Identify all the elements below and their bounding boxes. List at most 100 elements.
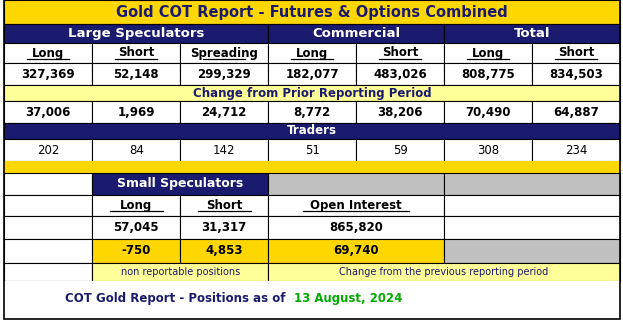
- Bar: [4, 123, 620, 139]
- Text: 37,006: 37,006: [26, 106, 71, 118]
- Bar: [444, 139, 532, 161]
- Bar: [268, 239, 444, 263]
- Bar: [268, 139, 356, 161]
- Text: COT Gold Report - Positions as of: COT Gold Report - Positions as of: [65, 291, 294, 305]
- Bar: [4, 239, 92, 263]
- Bar: [92, 173, 268, 195]
- Text: Large Speculators: Large Speculators: [68, 27, 204, 40]
- Text: Open Interest: Open Interest: [310, 199, 402, 212]
- Bar: [268, 173, 444, 195]
- Bar: [180, 216, 268, 239]
- Bar: [4, 101, 92, 123]
- Text: 308: 308: [477, 143, 499, 157]
- Text: 70,490: 70,490: [465, 106, 511, 118]
- Bar: [4, 173, 92, 195]
- Text: 8,772: 8,772: [293, 106, 331, 118]
- Bar: [180, 239, 268, 263]
- Text: Short: Short: [206, 199, 242, 212]
- Text: 234: 234: [565, 143, 587, 157]
- Text: 59: 59: [392, 143, 407, 157]
- Bar: [356, 139, 444, 161]
- Text: Small Speculators: Small Speculators: [117, 178, 244, 190]
- Bar: [4, 63, 92, 85]
- Text: -750: -750: [121, 245, 151, 257]
- Bar: [268, 63, 356, 85]
- Bar: [92, 43, 180, 63]
- Bar: [4, 85, 620, 101]
- Bar: [444, 239, 620, 263]
- Text: Change from the previous reporting period: Change from the previous reporting perio…: [340, 267, 549, 277]
- Bar: [268, 216, 444, 239]
- Bar: [356, 101, 444, 123]
- Bar: [268, 43, 356, 63]
- Bar: [4, 139, 92, 161]
- Bar: [444, 43, 532, 63]
- Text: 64,887: 64,887: [553, 106, 599, 118]
- Text: 38,206: 38,206: [378, 106, 423, 118]
- Text: 1,969: 1,969: [118, 106, 155, 118]
- Text: Long: Long: [472, 47, 504, 59]
- Bar: [268, 101, 356, 123]
- Bar: [4, 161, 620, 173]
- Bar: [4, 263, 92, 281]
- Bar: [92, 216, 180, 239]
- Bar: [268, 24, 444, 43]
- Bar: [268, 195, 444, 216]
- Text: 202: 202: [37, 143, 59, 157]
- Bar: [180, 63, 268, 85]
- Text: 327,369: 327,369: [21, 67, 75, 81]
- Text: 24,712: 24,712: [201, 106, 247, 118]
- Bar: [532, 139, 620, 161]
- Text: Gold COT Report - Futures & Options Combined: Gold COT Report - Futures & Options Comb…: [117, 4, 508, 20]
- Text: Long: Long: [32, 47, 64, 59]
- Text: Traders: Traders: [287, 125, 337, 137]
- Bar: [180, 101, 268, 123]
- Text: 483,026: 483,026: [373, 67, 427, 81]
- Text: 52,148: 52,148: [113, 67, 159, 81]
- Text: 84: 84: [129, 143, 144, 157]
- Text: 31,317: 31,317: [202, 221, 247, 234]
- Text: Short: Short: [558, 47, 594, 59]
- Text: non reportable positions: non reportable positions: [121, 267, 240, 277]
- Bar: [444, 63, 532, 85]
- Text: Change from Prior Reporting Period: Change from Prior Reporting Period: [193, 86, 432, 100]
- Bar: [444, 195, 620, 216]
- Text: Long: Long: [120, 199, 153, 212]
- Bar: [356, 43, 444, 63]
- Bar: [92, 263, 268, 281]
- Bar: [532, 63, 620, 85]
- Text: 69,740: 69,740: [333, 245, 379, 257]
- Bar: [92, 63, 180, 85]
- Bar: [92, 239, 180, 263]
- Text: 142: 142: [213, 143, 235, 157]
- Text: 834,503: 834,503: [549, 67, 603, 81]
- Text: Short: Short: [382, 47, 418, 59]
- Bar: [92, 195, 180, 216]
- Text: 13 August, 2024: 13 August, 2024: [294, 291, 402, 305]
- Bar: [4, 216, 92, 239]
- Text: 51: 51: [305, 143, 320, 157]
- Bar: [4, 195, 92, 216]
- Bar: [4, 24, 268, 43]
- Bar: [92, 139, 180, 161]
- Text: Short: Short: [118, 47, 155, 59]
- Bar: [268, 263, 620, 281]
- Text: 808,775: 808,775: [461, 67, 515, 81]
- Text: 4,853: 4,853: [206, 245, 243, 257]
- Text: Long: Long: [296, 47, 328, 59]
- Bar: [356, 63, 444, 85]
- Text: Spreading: Spreading: [190, 47, 258, 59]
- Bar: [4, 43, 92, 63]
- Bar: [444, 101, 532, 123]
- Bar: [180, 43, 268, 63]
- Text: Commercial: Commercial: [312, 27, 400, 40]
- Bar: [532, 43, 620, 63]
- Bar: [444, 216, 620, 239]
- Bar: [92, 101, 180, 123]
- Bar: [180, 195, 268, 216]
- Bar: [444, 24, 620, 43]
- Bar: [4, 281, 620, 319]
- Text: 57,045: 57,045: [113, 221, 159, 234]
- Text: 299,329: 299,329: [197, 67, 251, 81]
- Text: 182,077: 182,077: [285, 67, 339, 81]
